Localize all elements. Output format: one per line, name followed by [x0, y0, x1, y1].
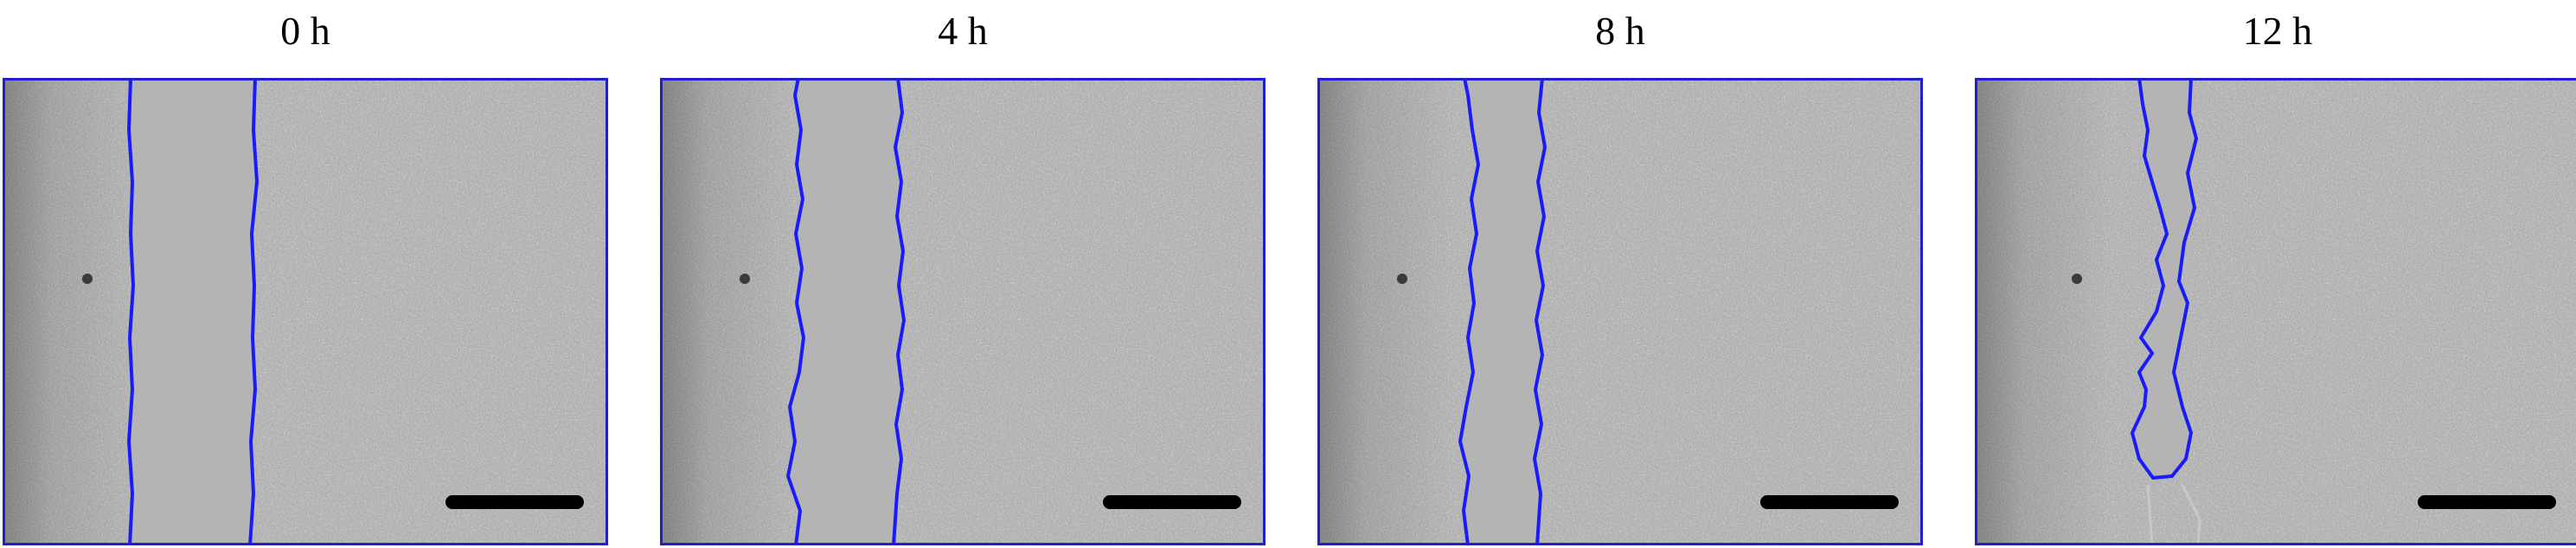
wound-gap: [788, 78, 904, 545]
panel-12h: 12 h: [1975, 0, 2576, 548]
panel-title-8h: 8 h: [1595, 9, 1645, 53]
panel-border: [3, 78, 608, 545]
panel-title-4h: 4 h: [938, 9, 988, 53]
panel-border: [1317, 78, 1923, 545]
micrograph-0h: [3, 78, 608, 545]
wound-gap: [1460, 78, 1545, 545]
left-shading: [660, 78, 798, 545]
debris-dot: [2072, 274, 2082, 284]
wound-gap: [2132, 78, 2196, 478]
panel-title-0h: 0 h: [280, 9, 330, 53]
debris-dot: [1397, 274, 1407, 284]
left-shading: [3, 78, 141, 545]
wound-edge-left: [1458, 78, 1481, 545]
wound-edge-right: [248, 78, 260, 545]
wound-edge-right: [1532, 78, 1548, 545]
debris-dot: [740, 274, 750, 284]
panel-title-12h: 12 h: [2242, 9, 2313, 53]
micrograph-12h: [1975, 78, 2576, 545]
residual-gap-trace: [2146, 484, 2201, 545]
panel-border: [1975, 78, 2576, 545]
micrograph-4h: [660, 78, 1266, 545]
scale-bar: [2418, 495, 2556, 509]
wound-edge-right: [892, 78, 907, 545]
panel-4h: 4 h: [660, 0, 1266, 548]
micrograph-8h: [1317, 78, 1923, 545]
panel-border: [660, 78, 1266, 545]
left-shading: [1317, 78, 1456, 545]
scale-bar: [1103, 495, 1241, 509]
scale-bar: [445, 495, 584, 509]
wound-edge-left: [785, 78, 806, 545]
wound-edge-left: [126, 78, 136, 545]
scale-bar: [1760, 495, 1899, 509]
wound-closure-outline: [2130, 78, 2199, 480]
panel-0h: 0 h: [3, 0, 608, 548]
left-shading: [1975, 78, 2113, 545]
panel-8h: 8 h: [1317, 0, 1923, 548]
debris-dot: [82, 274, 93, 284]
wound-gap: [129, 78, 257, 545]
